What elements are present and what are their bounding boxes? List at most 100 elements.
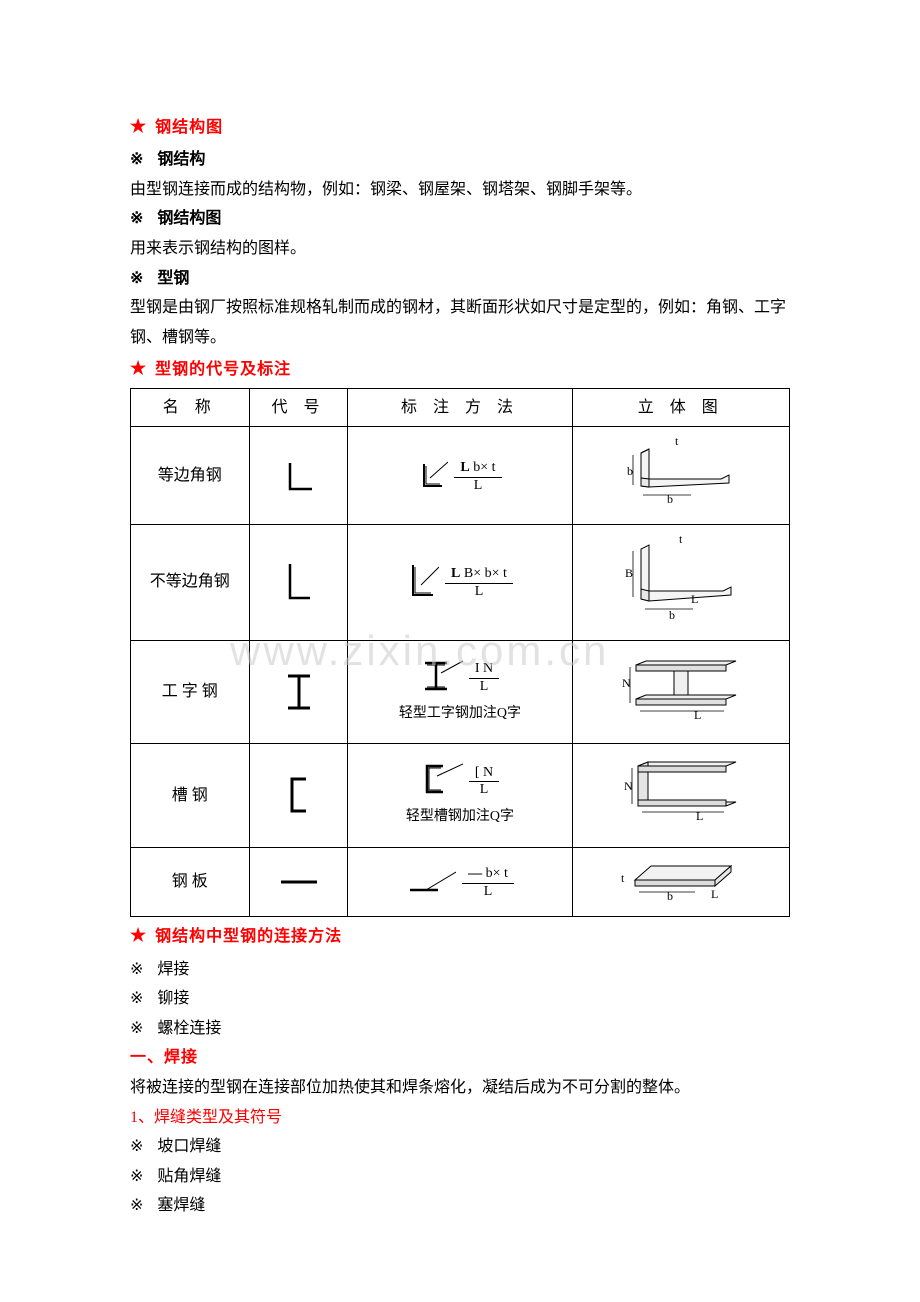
cell-name: 钢 板 bbox=[131, 847, 250, 917]
frac-bot-text: L bbox=[445, 584, 513, 601]
fraction: — b× t L bbox=[462, 863, 514, 901]
star-icon: ★ bbox=[130, 116, 147, 136]
fraction: [ N L bbox=[469, 762, 499, 800]
list-label: 铆接 bbox=[157, 990, 189, 1007]
list-item: ※ 塞焊缝 bbox=[130, 1191, 790, 1221]
marker-icon: ※ bbox=[130, 270, 143, 287]
cell-name: 工 字 钢 bbox=[131, 640, 250, 744]
subheading-label: 钢结构图 bbox=[157, 210, 221, 227]
frac-bot-text: L bbox=[469, 782, 499, 799]
list-item: ※焊接 bbox=[130, 955, 790, 985]
list-label: 贴角焊缝 bbox=[157, 1168, 221, 1185]
method-note: 轻型槽钢加注Q字 bbox=[350, 804, 569, 830]
list-item: ※坡口焊缝 bbox=[130, 1132, 790, 1162]
list-label: 坡口焊缝 bbox=[157, 1138, 221, 1155]
subheading-section-steel: ※ 型钢 bbox=[130, 264, 790, 294]
cell-code bbox=[249, 427, 348, 525]
dim-label: L bbox=[711, 887, 718, 901]
plate-3d-icon: t L b bbox=[611, 852, 751, 902]
steel-table-container: www.zixin.com.cn 名 称 代 号 标 注 方 法 立 体 图 等… bbox=[130, 388, 790, 918]
paragraph: 型钢是由钢厂按照标准规格轧制而成的钢材，其断面形状如尺寸是定型的，例如：角钢、工… bbox=[130, 293, 790, 352]
subsection-weld-types: 1、焊缝类型及其符号 bbox=[130, 1103, 790, 1133]
dim-label: B bbox=[625, 566, 633, 580]
plate-leader-icon bbox=[406, 868, 456, 896]
steel-codes-table: 名 称 代 号 标 注 方 法 立 体 图 等边角钢 L b× t L bbox=[130, 388, 790, 918]
ibeam-3d-icon: N L bbox=[606, 645, 756, 729]
channel-icon bbox=[286, 775, 312, 815]
table-header-row: 名 称 代 号 标 注 方 法 立 体 图 bbox=[131, 388, 790, 427]
frac-top-text: b× t bbox=[486, 866, 508, 881]
marker-icon: ※ bbox=[130, 961, 143, 978]
dim-label: L bbox=[696, 809, 703, 823]
cell-figure: t b b bbox=[572, 427, 790, 525]
star-icon: ★ bbox=[130, 925, 147, 945]
heading-text: 钢结构中型钢的连接方法 bbox=[155, 928, 342, 945]
th-method: 标 注 方 法 bbox=[348, 388, 572, 427]
cell-code bbox=[249, 847, 348, 917]
dim-label: L bbox=[694, 708, 701, 722]
dim-label: L bbox=[691, 592, 698, 606]
cell-method: I N L 轻型工字钢加注Q字 bbox=[348, 640, 572, 744]
heading-text: 钢结构图 bbox=[155, 119, 223, 136]
fraction: L B× b× t L bbox=[445, 563, 513, 601]
cell-figure: N L bbox=[572, 744, 790, 848]
frac-bot-text: L bbox=[469, 679, 499, 696]
list-item: ※贴角焊缝 bbox=[130, 1162, 790, 1192]
list-item: ※螺栓连接 bbox=[130, 1014, 790, 1044]
frac-top-text: b× t bbox=[473, 460, 495, 475]
cell-GABA code bbox=[249, 744, 348, 848]
marker-icon: ※ bbox=[130, 151, 143, 168]
sym: L bbox=[460, 460, 469, 475]
table-row: 槽 钢 [ N L 轻型槽钢加注Q字 bbox=[131, 744, 790, 848]
frac-top-text: [ N bbox=[469, 765, 499, 783]
cell-method: L B× b× t L bbox=[348, 524, 572, 640]
angle-unequal-icon bbox=[282, 562, 316, 602]
table-row: 工 字 钢 I N L 轻型工字钢加注Q字 bbox=[131, 640, 790, 744]
th-code: 代 号 bbox=[249, 388, 348, 427]
cell-method: L b× t L bbox=[348, 427, 572, 525]
dim-label: b bbox=[627, 464, 633, 478]
cell-method: — b× t L bbox=[348, 847, 572, 917]
heading-text: 型钢的代号及标注 bbox=[155, 361, 291, 378]
angle-small-icon bbox=[407, 561, 439, 603]
subheading-label: 型钢 bbox=[157, 270, 189, 287]
paragraph: 将被连接的型钢在连接部位加热使其和焊条熔化，凝结后成为不可分割的整体。 bbox=[130, 1073, 790, 1103]
paragraph: 用来表示钢结构的图样。 bbox=[130, 234, 790, 264]
fraction: I N L bbox=[469, 658, 499, 696]
dim-label: t bbox=[679, 532, 683, 546]
frac-top-text: B× b× t bbox=[464, 566, 507, 581]
heading-steel-codes: ★型钢的代号及标注 bbox=[130, 352, 790, 385]
angle-small-icon bbox=[418, 458, 448, 494]
cell-name: 不等边角钢 bbox=[131, 524, 250, 640]
heading-steel-structure-drawing: ★ 钢结构图 bbox=[130, 110, 790, 143]
sym: L bbox=[451, 566, 460, 581]
channel-3d-icon: N L bbox=[606, 748, 756, 832]
cell-figure: t L b bbox=[572, 847, 790, 917]
marker-icon: ※ bbox=[130, 1197, 143, 1214]
frac-bot-text: L bbox=[462, 884, 514, 901]
subheading-steel-structure: ※钢结构 bbox=[130, 145, 790, 175]
ibeam-small-icon bbox=[421, 657, 463, 697]
dim-label: t bbox=[675, 434, 679, 448]
cell-figure: t B L b bbox=[572, 524, 790, 640]
table-row: 等边角钢 L b× t L t b b bbox=[131, 427, 790, 525]
cell-method: [ N L 轻型槽钢加注Q字 bbox=[348, 744, 572, 848]
list-item: ※铆接 bbox=[130, 984, 790, 1014]
paragraph: 由型钢连接而成的结构物，例如：钢梁、钢屋架、钢塔架、钢脚手架等。 bbox=[130, 175, 790, 205]
marker-icon: ※ bbox=[130, 210, 143, 227]
table-row: 不等边角钢 L B× b× t L t B L b bbox=[131, 524, 790, 640]
cell-name: 槽 钢 bbox=[131, 744, 250, 848]
channel-small-icon bbox=[421, 760, 463, 800]
frac-bot-text: L bbox=[454, 478, 501, 495]
list-label: 塞焊缝 bbox=[157, 1197, 205, 1214]
angle-equal-icon bbox=[282, 459, 316, 493]
dim-label: b bbox=[669, 608, 675, 622]
sym: — bbox=[468, 866, 482, 881]
plate-icon bbox=[279, 877, 319, 887]
cell-name: 等边角钢 bbox=[131, 427, 250, 525]
cell-code bbox=[249, 524, 348, 640]
th-figure: 立 体 图 bbox=[572, 388, 790, 427]
angle-equal-3d-icon: t b b bbox=[611, 431, 751, 509]
list-label: 螺栓连接 bbox=[157, 1020, 221, 1037]
dim-label: b bbox=[667, 492, 673, 506]
